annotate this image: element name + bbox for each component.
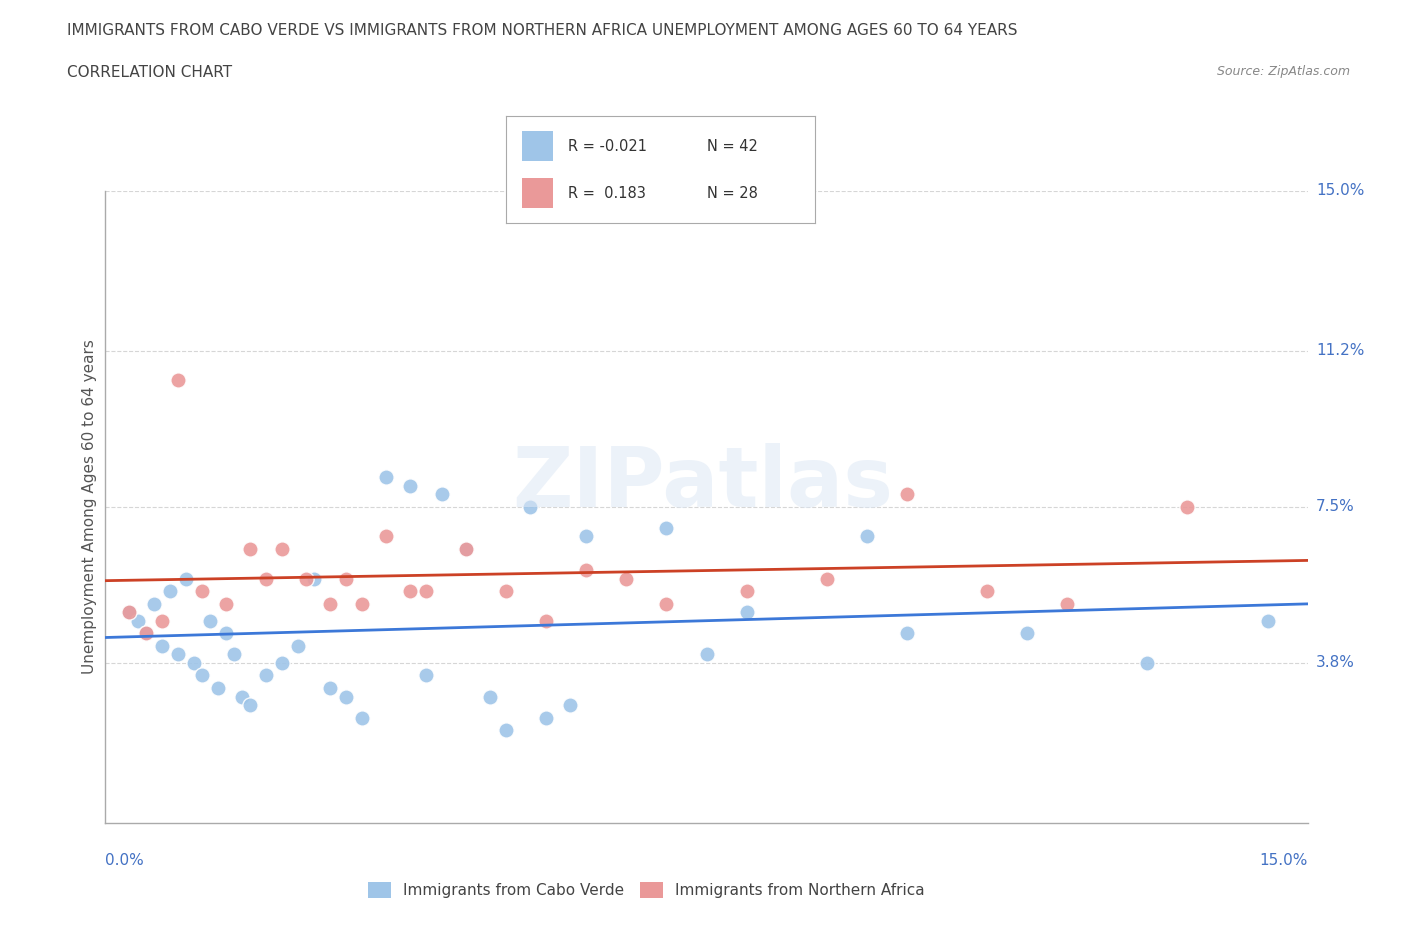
Point — [495, 584, 517, 599]
Point — [399, 478, 422, 493]
Point — [896, 626, 918, 641]
Point — [1056, 596, 1078, 611]
Point — [190, 584, 212, 599]
Point — [374, 529, 396, 544]
Text: 15.0%: 15.0% — [1316, 183, 1364, 198]
Legend: Immigrants from Cabo Verde, Immigrants from Northern Africa: Immigrants from Cabo Verde, Immigrants f… — [363, 876, 931, 904]
Point — [479, 689, 502, 704]
Point — [239, 698, 262, 712]
Point — [415, 584, 437, 599]
Point — [1175, 499, 1198, 514]
Text: 0.0%: 0.0% — [105, 853, 145, 868]
Point — [855, 529, 877, 544]
Point — [174, 571, 197, 586]
Point — [118, 604, 141, 619]
Point — [198, 613, 221, 628]
Point — [534, 613, 557, 628]
Point — [335, 571, 357, 586]
Point — [319, 681, 342, 696]
Point — [655, 596, 678, 611]
Point — [415, 668, 437, 683]
Point — [456, 541, 478, 556]
Point — [159, 584, 181, 599]
Point — [270, 656, 292, 671]
Point — [239, 541, 262, 556]
Point — [287, 639, 309, 654]
Text: N = 28: N = 28 — [707, 186, 758, 201]
Point — [575, 529, 598, 544]
Text: N = 42: N = 42 — [707, 139, 758, 153]
Point — [335, 689, 357, 704]
Point — [254, 571, 277, 586]
Text: 15.0%: 15.0% — [1260, 853, 1308, 868]
Point — [214, 626, 236, 641]
Text: IMMIGRANTS FROM CABO VERDE VS IMMIGRANTS FROM NORTHERN AFRICA UNEMPLOYMENT AMONG: IMMIGRANTS FROM CABO VERDE VS IMMIGRANTS… — [67, 23, 1018, 38]
Point — [896, 486, 918, 501]
Y-axis label: Unemployment Among Ages 60 to 64 years: Unemployment Among Ages 60 to 64 years — [82, 339, 97, 674]
Point — [207, 681, 229, 696]
Point — [735, 604, 758, 619]
Point — [214, 596, 236, 611]
Point — [1136, 656, 1159, 671]
Point — [319, 596, 342, 611]
Point — [183, 656, 205, 671]
Text: CORRELATION CHART: CORRELATION CHART — [67, 65, 232, 80]
Text: Source: ZipAtlas.com: Source: ZipAtlas.com — [1216, 65, 1350, 78]
Point — [815, 571, 838, 586]
Point — [534, 711, 557, 725]
Text: R = -0.021: R = -0.021 — [568, 139, 647, 153]
Point — [231, 689, 253, 704]
Point — [1257, 613, 1279, 628]
Point — [560, 698, 582, 712]
Text: R =  0.183: R = 0.183 — [568, 186, 645, 201]
Text: 3.8%: 3.8% — [1316, 656, 1355, 671]
Point — [118, 604, 141, 619]
Point — [150, 639, 173, 654]
Point — [976, 584, 998, 599]
Point — [1015, 626, 1038, 641]
Point — [166, 373, 188, 388]
Point — [222, 647, 245, 662]
Point — [575, 563, 598, 578]
Point — [142, 596, 165, 611]
Point — [350, 711, 373, 725]
FancyBboxPatch shape — [522, 131, 553, 161]
Point — [135, 626, 157, 641]
Point — [655, 521, 678, 536]
Text: 7.5%: 7.5% — [1316, 499, 1354, 514]
Point — [166, 647, 188, 662]
Point — [135, 626, 157, 641]
Point — [374, 470, 396, 485]
Point — [616, 571, 638, 586]
Point — [295, 571, 318, 586]
Point — [127, 613, 149, 628]
Point — [430, 486, 453, 501]
Point — [254, 668, 277, 683]
FancyBboxPatch shape — [522, 179, 553, 208]
Point — [696, 647, 718, 662]
Point — [495, 723, 517, 737]
Point — [399, 584, 422, 599]
Point — [302, 571, 325, 586]
Point — [190, 668, 212, 683]
Point — [519, 499, 541, 514]
Point — [456, 541, 478, 556]
Text: ZIPatlas: ZIPatlas — [513, 443, 893, 525]
Point — [150, 613, 173, 628]
Point — [735, 584, 758, 599]
Text: 11.2%: 11.2% — [1316, 343, 1364, 358]
Point — [270, 541, 292, 556]
Point — [350, 596, 373, 611]
